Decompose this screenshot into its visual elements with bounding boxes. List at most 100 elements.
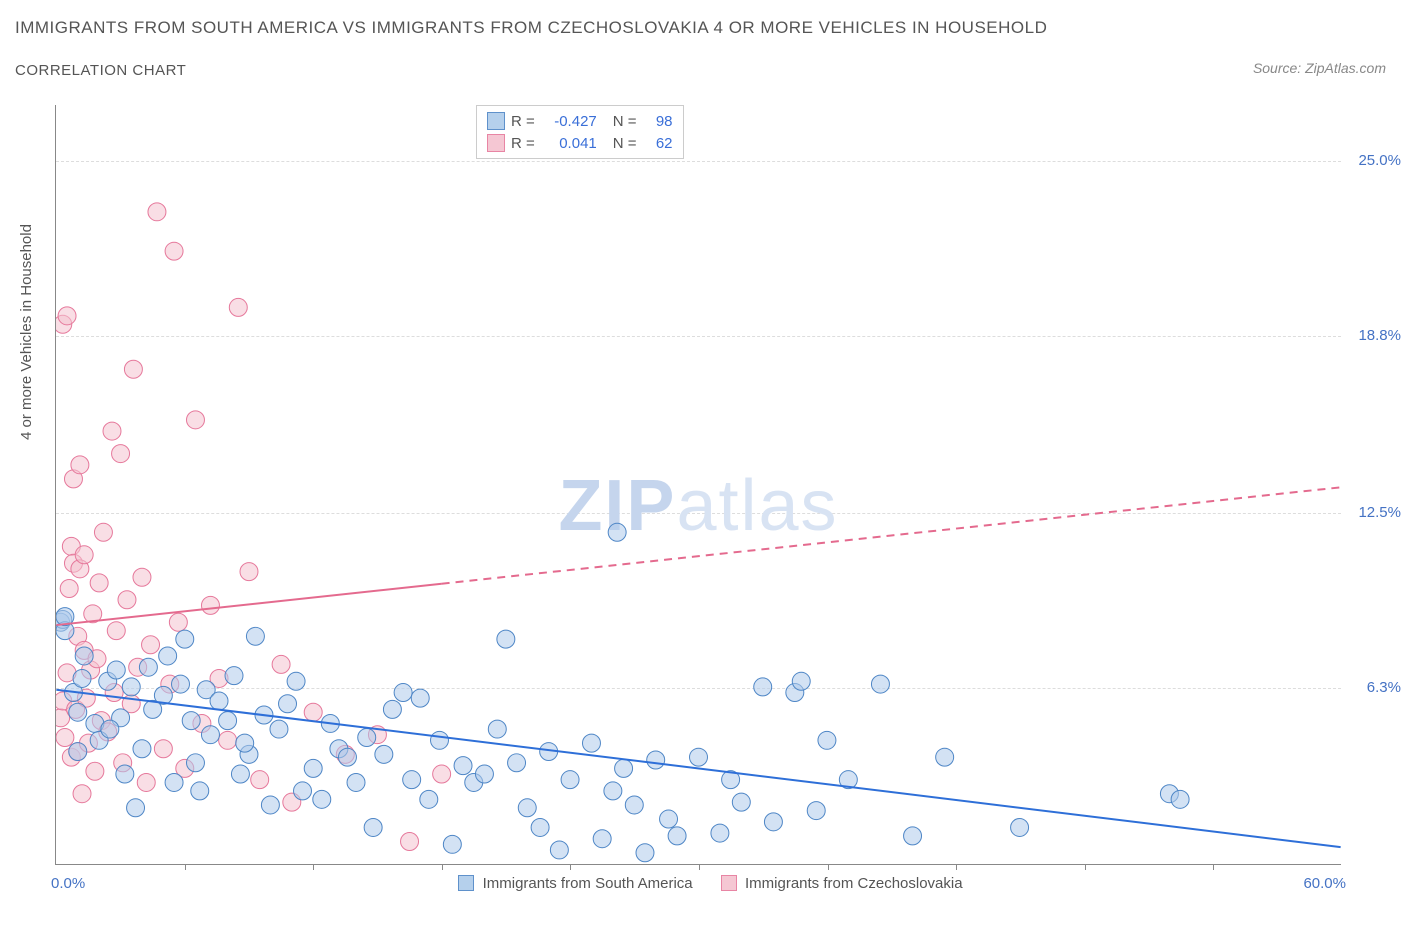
trend-line-solid xyxy=(56,690,1340,847)
scatter-point xyxy=(101,720,119,738)
scatter-point xyxy=(420,790,438,808)
x-tick-mark xyxy=(185,864,186,870)
source-attribution: Source: ZipAtlas.com xyxy=(1253,60,1386,76)
bottom-series-b-name: Immigrants from Czechoslovakia xyxy=(745,875,963,892)
scatter-point xyxy=(270,720,288,738)
scatter-point xyxy=(383,700,401,718)
scatter-point xyxy=(364,818,382,836)
scatter-point xyxy=(176,630,194,648)
x-tick-mark xyxy=(828,864,829,870)
scatter-point xyxy=(615,759,633,777)
stat-r-value-b: 0.041 xyxy=(541,135,597,152)
scatter-point xyxy=(313,790,331,808)
scatter-point xyxy=(107,661,125,679)
y-tick-label: 12.5% xyxy=(1349,504,1401,521)
scatter-point xyxy=(107,622,125,640)
legend-row-series-b: R = 0.041 N = 62 xyxy=(487,132,673,154)
scatter-point xyxy=(582,734,600,752)
scatter-point xyxy=(251,771,269,789)
scatter-point xyxy=(732,793,750,811)
scatter-point xyxy=(182,712,200,730)
scatter-point xyxy=(137,773,155,791)
y-axis-label: 4 or more Vehicles in Household xyxy=(18,224,35,440)
scatter-point xyxy=(127,799,145,817)
scatter-point xyxy=(807,802,825,820)
scatter-point xyxy=(764,813,782,831)
scatter-point xyxy=(936,748,954,766)
trend-line-dashed xyxy=(442,487,1341,583)
scatter-point xyxy=(139,658,157,676)
chart-plot-area: ZIPatlas R = -0.427 N = 98 R = 0.041 N =… xyxy=(55,105,1341,865)
scatter-point xyxy=(1171,790,1189,808)
scatter-point xyxy=(210,692,228,710)
scatter-point xyxy=(112,445,130,463)
scatter-point xyxy=(219,731,237,749)
scatter-point xyxy=(593,830,611,848)
x-tick-mark xyxy=(442,864,443,870)
scatter-point xyxy=(60,580,78,598)
chart-title: IMMIGRANTS FROM SOUTH AMERICA VS IMMIGRA… xyxy=(15,18,1047,38)
scatter-point xyxy=(488,720,506,738)
scatter-point xyxy=(647,751,665,769)
scatter-point xyxy=(347,773,365,791)
x-tick-mark xyxy=(313,864,314,870)
scatter-point xyxy=(186,411,204,429)
scatter-point xyxy=(90,574,108,592)
scatter-point xyxy=(608,523,626,541)
stat-n-value-b: 62 xyxy=(643,135,673,152)
scatter-point xyxy=(625,796,643,814)
scatter-point xyxy=(754,678,772,696)
stat-n-value-a: 98 xyxy=(643,113,673,130)
scatter-point xyxy=(690,748,708,766)
bottom-swatch-b xyxy=(721,875,737,891)
scatter-point xyxy=(75,546,93,564)
scatter-point xyxy=(142,636,160,654)
scatter-point xyxy=(201,726,219,744)
scatter-point xyxy=(508,754,526,772)
scatter-point xyxy=(433,765,451,783)
scatter-point xyxy=(561,771,579,789)
scatter-point xyxy=(304,759,322,777)
bottom-legend: Immigrants from South America Immigrants… xyxy=(56,875,1341,892)
scatter-point xyxy=(394,684,412,702)
scatter-point xyxy=(69,743,87,761)
scatter-point xyxy=(56,729,74,747)
scatter-point xyxy=(133,740,151,758)
chart-subtitle: CORRELATION CHART xyxy=(15,62,186,79)
scatter-point xyxy=(287,672,305,690)
swatch-series-b xyxy=(487,134,505,152)
scatter-point xyxy=(294,782,312,800)
x-tick-mark xyxy=(1213,864,1214,870)
scatter-point xyxy=(58,307,76,325)
scatter-point xyxy=(279,695,297,713)
scatter-point xyxy=(116,765,134,783)
scatter-point xyxy=(531,818,549,836)
scatter-point xyxy=(229,298,247,316)
scatter-point xyxy=(165,773,183,791)
scatter-point xyxy=(124,360,142,378)
stats-legend: R = -0.427 N = 98 R = 0.041 N = 62 xyxy=(476,105,684,159)
scatter-point xyxy=(454,757,472,775)
scatter-point xyxy=(871,675,889,693)
bottom-swatch-a xyxy=(458,875,474,891)
x-tick-mark xyxy=(699,864,700,870)
scatter-point xyxy=(103,422,121,440)
swatch-series-a xyxy=(487,112,505,130)
scatter-point xyxy=(148,203,166,221)
stat-n-label: N = xyxy=(613,135,637,152)
scatter-point xyxy=(358,729,376,747)
stat-r-label: R = xyxy=(511,135,535,152)
scatter-point xyxy=(443,835,461,853)
scatter-point xyxy=(240,563,258,581)
scatter-point xyxy=(94,523,112,541)
scatter-point xyxy=(69,703,87,721)
scatter-point xyxy=(411,689,429,707)
scatter-point xyxy=(169,613,187,631)
scatter-point xyxy=(246,627,264,645)
scatter-point xyxy=(71,456,89,474)
scatter-point xyxy=(497,630,515,648)
legend-row-series-a: R = -0.427 N = 98 xyxy=(487,110,673,132)
scatter-point xyxy=(73,785,91,803)
scatter-point xyxy=(86,762,104,780)
scatter-point xyxy=(904,827,922,845)
